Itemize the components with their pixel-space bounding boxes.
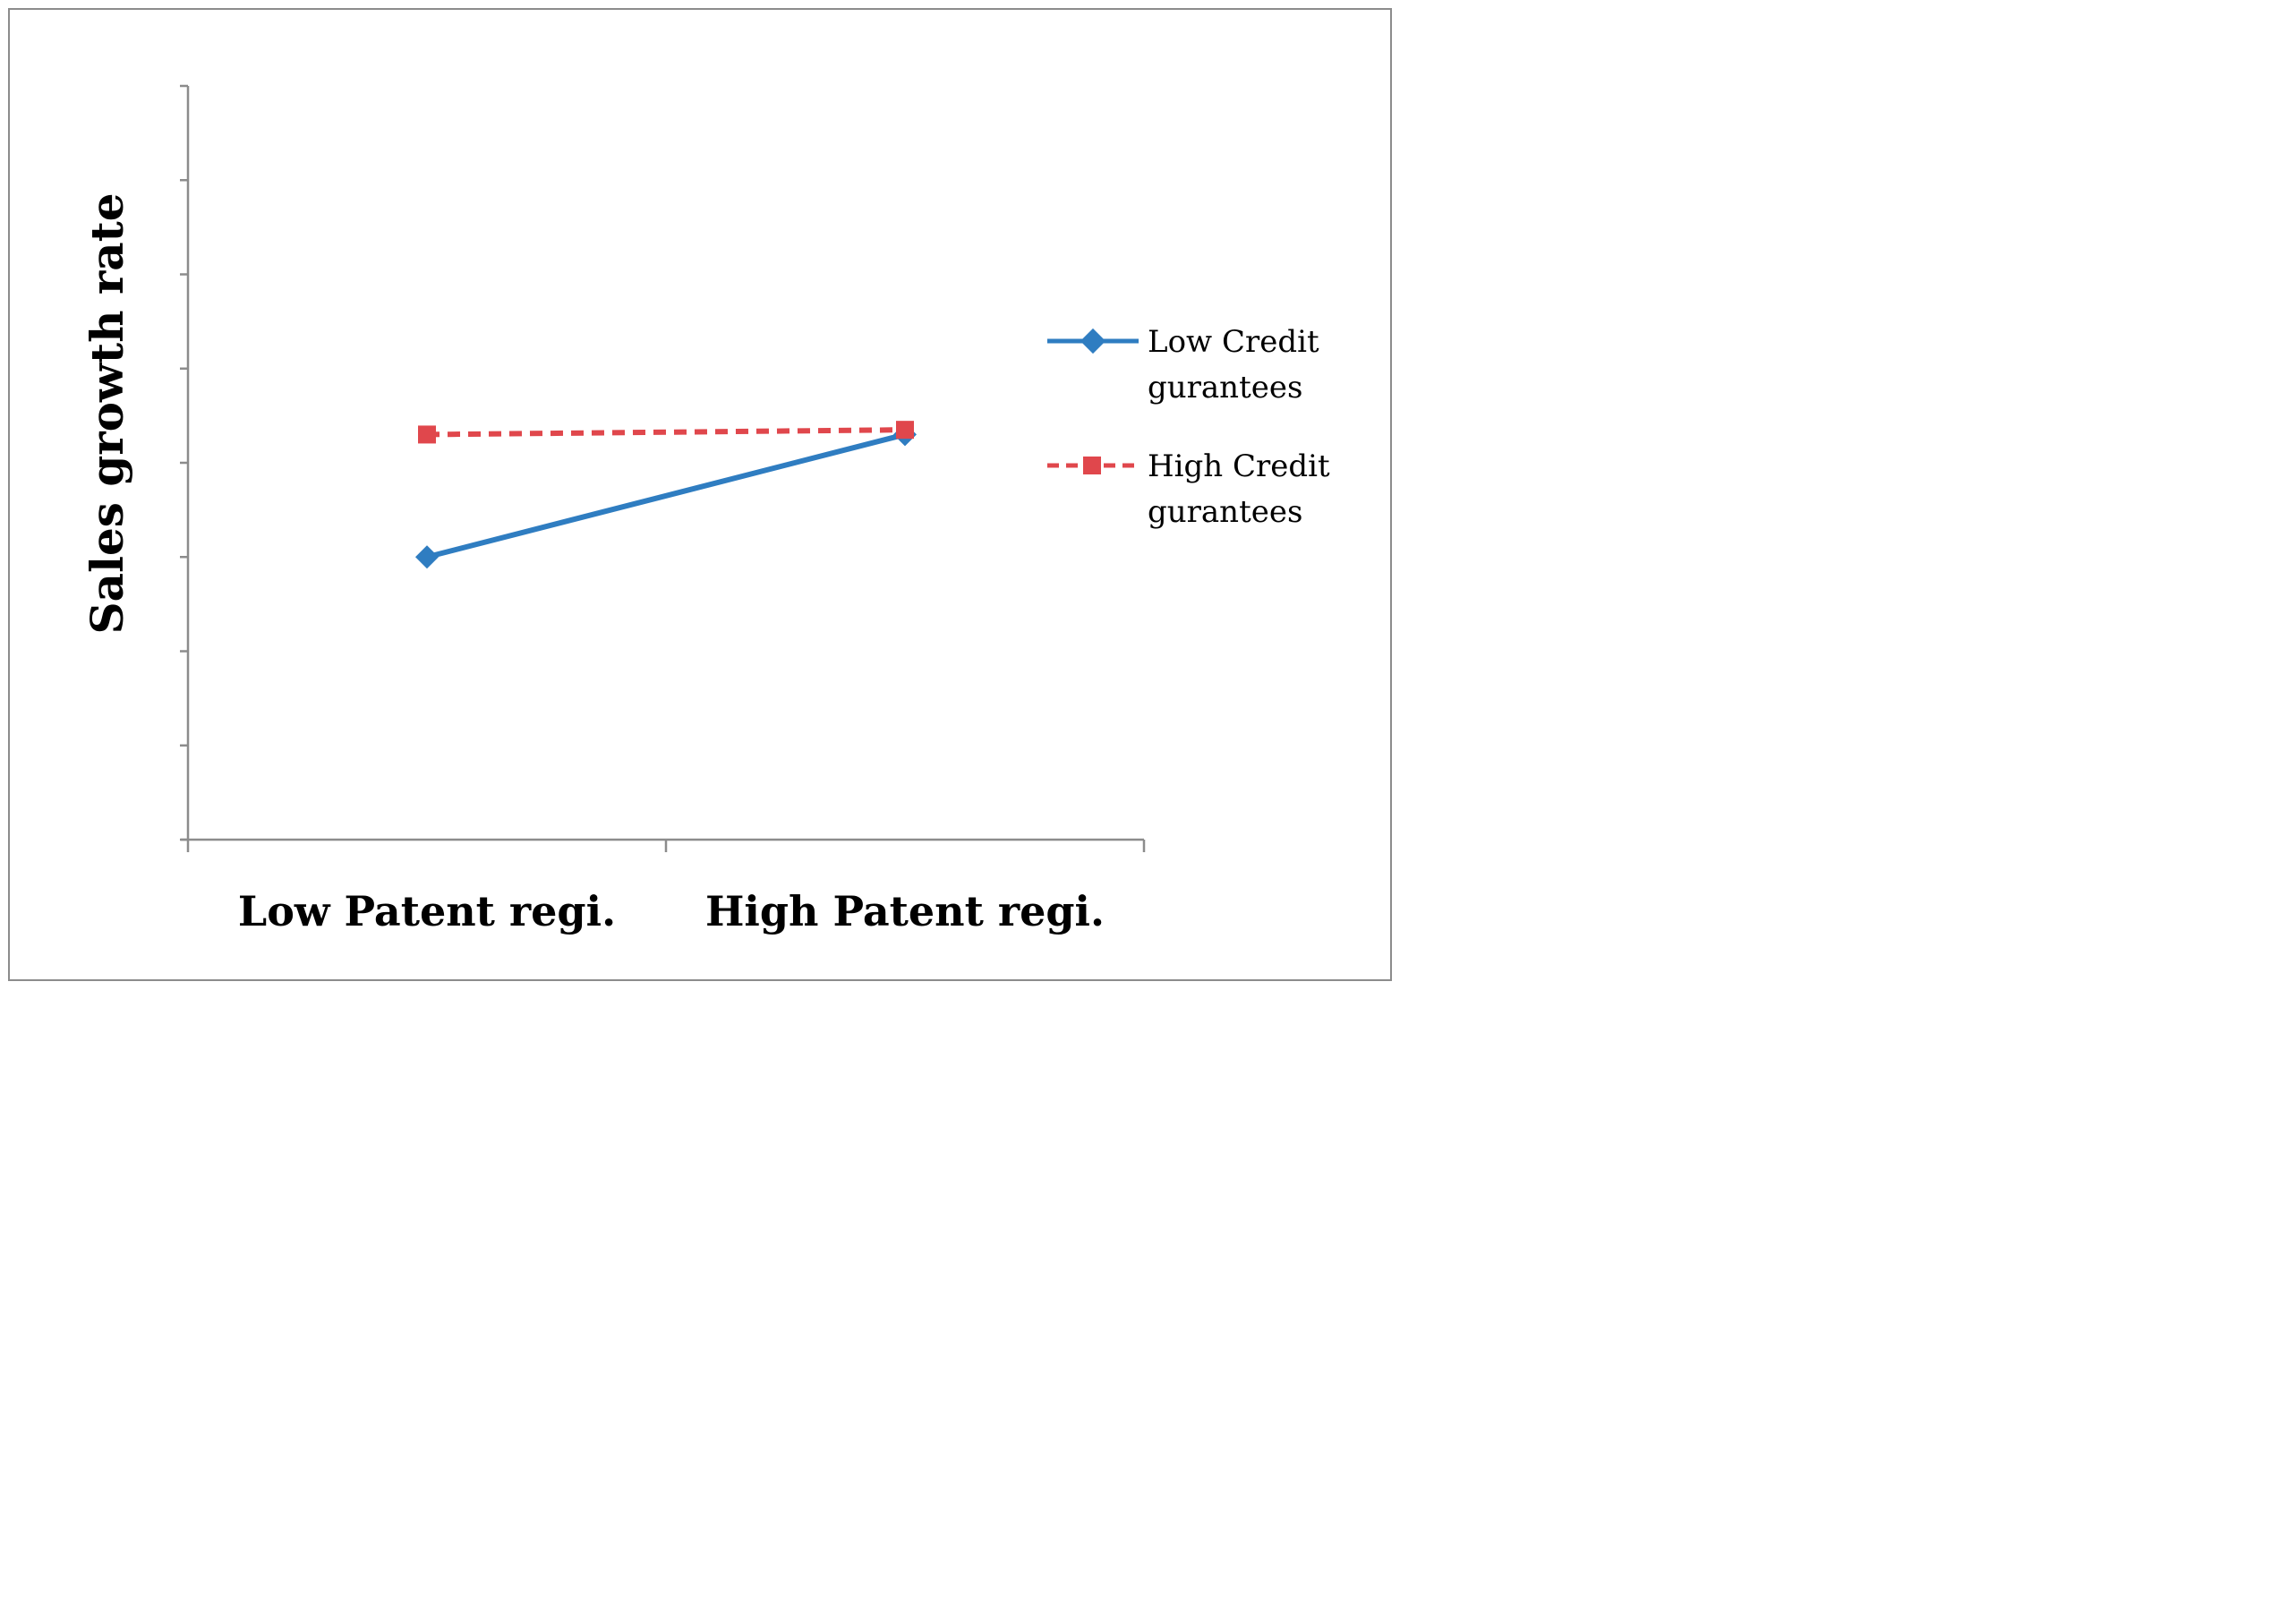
- series-line: [426, 431, 906, 560]
- legend: Low Credit gurantees High Credit gurante…: [1047, 324, 1330, 530]
- x-axis-ticks: [186, 840, 1146, 852]
- legend-label-line-2: gurantees: [1148, 370, 1302, 406]
- legend-marker-diamond: [1080, 328, 1106, 354]
- legend-label-line-1: High Credit: [1148, 448, 1330, 484]
- legend-entry-low-credit: Low Credit gurantees: [1047, 324, 1319, 406]
- legend-label-line-1: Low Credit: [1148, 324, 1319, 360]
- axes: [180, 84, 1146, 852]
- series-low-credit: [415, 423, 917, 569]
- legend-label-line-2: gurantees: [1148, 494, 1302, 530]
- legend-entry-high-credit: High Credit gurantees: [1047, 448, 1330, 530]
- y-axis-ticks: [180, 84, 188, 841]
- line-chart: Sales growth rate Low Patent regi. High …: [81, 84, 1330, 935]
- y-axis-title: Sales growth rate: [81, 192, 133, 634]
- series-line: [426, 427, 906, 438]
- data-point-square: [896, 421, 914, 440]
- chart-frame: [8, 8, 1392, 981]
- x-category-label: Low Patent regi.: [238, 887, 616, 935]
- legend-marker-square: [1083, 457, 1101, 474]
- data-point-diamond: [415, 545, 439, 569]
- series-layer: [415, 421, 917, 569]
- data-point-square: [418, 425, 436, 444]
- x-category-label: High Patent regi.: [705, 887, 1105, 935]
- series-high-credit: [418, 421, 914, 444]
